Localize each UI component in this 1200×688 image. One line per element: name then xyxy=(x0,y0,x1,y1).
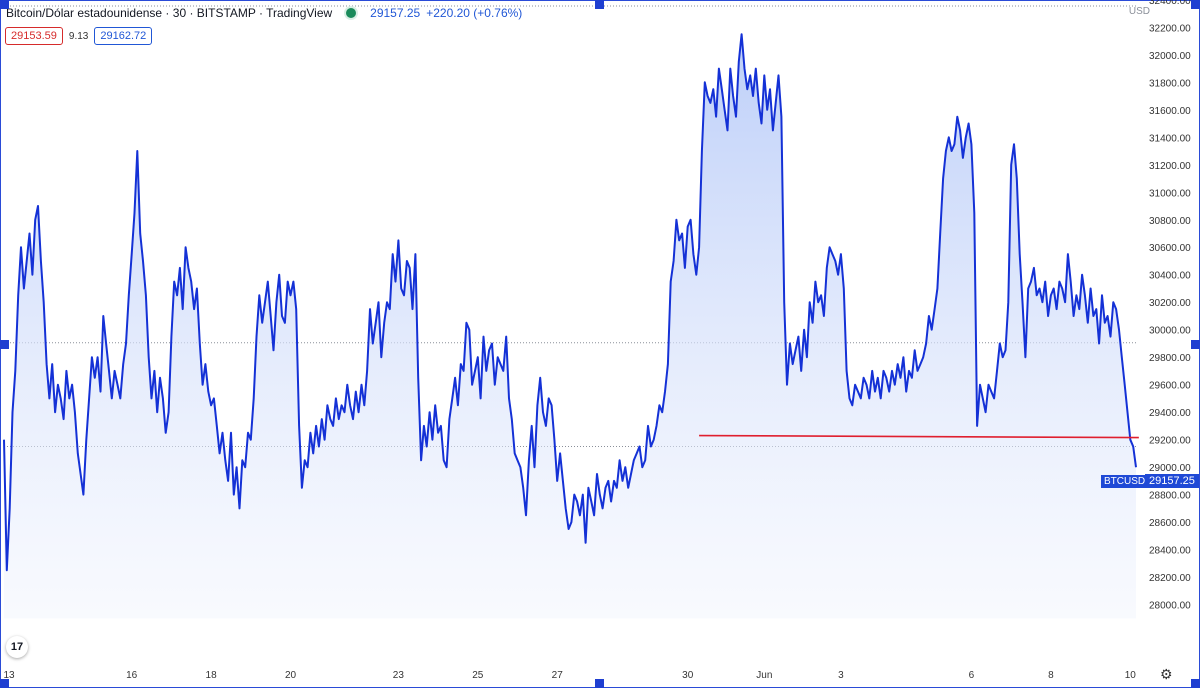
y-tick-label: 30800.00 xyxy=(1149,216,1191,227)
y-tick-label: 30000.00 xyxy=(1149,326,1191,337)
y-tick-label: 32400.00 xyxy=(1149,0,1191,7)
y-tick-label: 29200.00 xyxy=(1149,436,1191,447)
y-tick-label: 31600.00 xyxy=(1149,106,1191,117)
x-tick-label: 13 xyxy=(3,670,15,681)
price-line-btcusd xyxy=(3,33,1137,572)
resize-handle-bottom-mid[interactable] xyxy=(595,679,604,688)
last-price-label: 29157.25 xyxy=(1145,474,1199,488)
y-tick-label: 29400.00 xyxy=(1149,408,1191,419)
x-tick-label: 3 xyxy=(838,670,844,681)
tradingview-logo-icon[interactable]: 17 xyxy=(6,636,28,658)
resize-handle-top-mid[interactable] xyxy=(595,0,604,9)
y-tick-label: 30600.00 xyxy=(1149,243,1191,254)
x-tick-label: 23 xyxy=(393,670,405,681)
x-tick-label: 8 xyxy=(1048,670,1054,681)
x-tick-label: 20 xyxy=(285,670,297,681)
x-tick-label: 10 xyxy=(1125,670,1137,681)
x-tick-label: 16 xyxy=(126,670,138,681)
y-tick-label: 28200.00 xyxy=(1149,573,1191,584)
y-tick-label: 32000.00 xyxy=(1149,51,1191,62)
spread-value: 9.13 xyxy=(68,30,89,42)
y-tick-label: 29800.00 xyxy=(1149,353,1191,364)
chart-title: Bitcoin/Dólar estadounidense · 30 · BITS… xyxy=(6,6,333,20)
quote-boxes: 29153.59 9.13 29162.72 xyxy=(5,27,153,45)
chart-header: Bitcoin/Dólar estadounidense · 30 · BITS… xyxy=(6,6,522,20)
currency-label[interactable]: USD xyxy=(1128,6,1150,17)
resize-handle-top-left[interactable] xyxy=(0,0,9,9)
y-tick-label: 31400.00 xyxy=(1149,133,1191,144)
x-tick-label: 27 xyxy=(552,670,564,681)
sell-price-button[interactable]: 29153.59 xyxy=(5,27,63,45)
market-status-icon xyxy=(346,8,357,18)
current-price: 29157.25 xyxy=(370,6,421,20)
y-tick-label: 30400.00 xyxy=(1149,271,1191,282)
x-tick-label: 18 xyxy=(206,670,218,681)
resize-handle-mid-right[interactable] xyxy=(1191,340,1200,349)
y-tick-label: 28600.00 xyxy=(1149,518,1191,529)
buy-price-button[interactable]: 29162.72 xyxy=(94,27,153,45)
y-tick-label: 30200.00 xyxy=(1149,298,1191,309)
price-info: 29157.25 +220.20 (+0.76%) xyxy=(370,6,522,20)
x-tick-label: Jun xyxy=(756,670,772,681)
y-tick-label: 31200.00 xyxy=(1149,161,1191,172)
support-line xyxy=(699,434,1139,439)
y-tick-label: 28800.00 xyxy=(1149,491,1191,502)
y-tick-label: 31800.00 xyxy=(1149,78,1191,89)
x-tick-label: 30 xyxy=(682,670,694,681)
resize-handle-bottom-left[interactable] xyxy=(0,679,9,688)
price-change: +220.20 (+0.76%) xyxy=(426,6,523,20)
y-tick-label: 32200.00 xyxy=(1149,23,1191,34)
gear-icon[interactable]: ⚙ xyxy=(1160,666,1173,682)
price-area-fill xyxy=(4,34,1136,619)
resize-handle-bottom-right[interactable] xyxy=(1191,679,1200,688)
y-tick-label: 29600.00 xyxy=(1149,381,1191,392)
resize-handle-top-right[interactable] xyxy=(1191,0,1200,9)
symbol-tag: BTCUSD xyxy=(1101,475,1149,488)
y-tick-label: 28400.00 xyxy=(1149,546,1191,557)
y-tick-label: 29000.00 xyxy=(1149,463,1191,474)
x-tick-label: 25 xyxy=(472,670,484,681)
x-tick-label: 6 xyxy=(969,670,975,681)
resize-handle-mid-left[interactable] xyxy=(0,340,9,349)
y-tick-label: 31000.00 xyxy=(1149,188,1191,199)
y-tick-label: 28000.00 xyxy=(1149,601,1191,612)
